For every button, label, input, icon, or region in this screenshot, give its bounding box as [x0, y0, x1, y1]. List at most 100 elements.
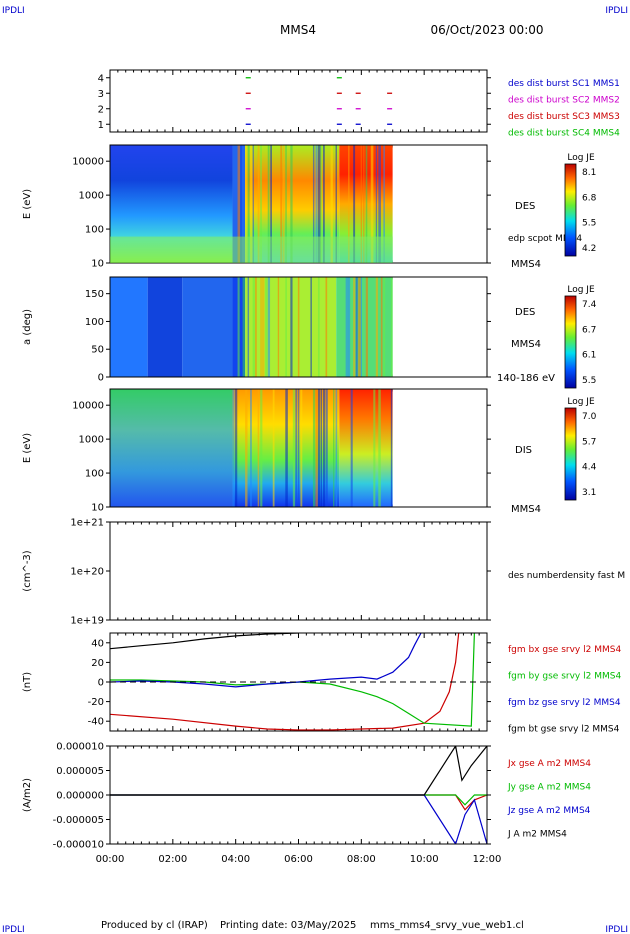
- series-line: [110, 794, 487, 811]
- spectrogram-stripe: [267, 145, 270, 263]
- y-tick-label: 40: [91, 638, 104, 649]
- y-tick-label: 100: [85, 469, 104, 480]
- panel-des-pitch-angle-spectrogram: 0 50 100 150 a (deg) DES MMS4 140-186 eV Log JE 7…: [22, 276, 597, 389]
- panel-border: [109, 69, 488, 133]
- spectrogram-stripe: [257, 145, 260, 263]
- spectrogram-stripe: [252, 145, 254, 263]
- colorbar-tick-label: 4.2: [582, 244, 596, 254]
- panel-current-density: -0.000010 -0.000005 0.000000 0.000005 0.0000…: [22, 742, 591, 851]
- spectrogram-stripe: [270, 145, 272, 263]
- spectrogram-stripe: [320, 145, 323, 263]
- y-tick-label: 2: [98, 104, 104, 115]
- spectrogram-stripe: [365, 145, 368, 263]
- spectrogram-stripe: [242, 277, 246, 377]
- spectrogram-stripe: [317, 389, 320, 507]
- spectrogram-stripe: [267, 277, 271, 377]
- legend-entry: des dist burst SC4 MMS4: [508, 129, 620, 139]
- spectrogram-no-data: [392, 389, 487, 507]
- spectrogram-stripe: [358, 277, 361, 377]
- panel-magnetic-field: -40 -20 0 20 40 (nT) fgm bx gse srvy l2 MMS4 fg…: [22, 632, 621, 735]
- footer-producer: Produced by cl (IRAP): [101, 920, 208, 931]
- spectrogram-stripe: [312, 389, 316, 507]
- spectrogram-stripe: [260, 389, 263, 507]
- y-axis-label: (A/m2): [22, 778, 33, 812]
- x-tick-label: 04:00: [221, 854, 250, 865]
- legend-entry: fgm bx gse srvy l2 MMS4: [508, 645, 621, 655]
- y-tick-label: 10: [91, 259, 104, 270]
- spectrogram-stripe: [235, 389, 238, 507]
- y-tick-label: -0.000005: [53, 815, 104, 826]
- spectrogram-stripe: [335, 389, 338, 507]
- y-tick-label: 10: [91, 503, 104, 514]
- y-axis-label: E (eV): [22, 189, 33, 219]
- y-tick-label: 100: [85, 317, 104, 328]
- legend-entry: fgm by gse srvy l2 MMS4: [508, 672, 621, 682]
- footer-printing-date: Printing date: 03/May/2025: [220, 920, 356, 931]
- spectrogram-stripe: [245, 145, 248, 263]
- colorbar: [564, 407, 577, 501]
- y-tick-label: 0: [98, 373, 104, 384]
- y-tick-label: 50: [91, 345, 104, 356]
- spectrogram-stripe: [317, 145, 321, 263]
- spacecraft-label: MMS4: [511, 259, 541, 270]
- y-tick-label: 0.000005: [56, 766, 104, 777]
- colorbar-title: Log JE: [567, 397, 595, 407]
- energy-label: 140-186 eV: [497, 373, 555, 384]
- spectrogram-stripe: [390, 389, 393, 507]
- spectrogram-stripe: [323, 389, 326, 507]
- instrument-label: DES: [515, 201, 535, 212]
- colorbar-tick-label: 7.0: [582, 412, 597, 422]
- corner-label-top-left: IPDLI: [2, 6, 25, 16]
- corner-label-bottom-left: IPDLI: [2, 925, 25, 934]
- spectrogram-segment: [110, 389, 233, 507]
- spectrogram-stripe: [353, 145, 356, 263]
- colorbar-tick-label: 5.5: [582, 376, 596, 386]
- spectrogram-segment: [110, 277, 148, 377]
- spectrogram-stripe: [272, 389, 275, 507]
- series-line: [110, 746, 487, 796]
- spectrogram-stripe: [285, 277, 287, 377]
- spectrogram-stripe: [390, 277, 393, 377]
- spectrogram-stripe: [363, 145, 365, 263]
- spectrogram-stripe: [240, 145, 243, 263]
- spectrogram-stripe: [330, 145, 333, 263]
- corner-label-bottom-right: IPDLI: [605, 925, 628, 934]
- spectrogram-stripe: [297, 277, 300, 377]
- instrument-label: DES: [515, 307, 535, 318]
- spectrogram-stripe: [255, 277, 257, 377]
- colorbar-tick-label: 7.4: [582, 300, 597, 310]
- colorbar-tick-label: 5.5: [582, 219, 596, 229]
- spectrogram-stripe: [353, 277, 356, 377]
- legend-entry: des numberdensity fast M: [508, 571, 625, 581]
- panel-border: [109, 521, 488, 621]
- spectrogram-stripe: [237, 277, 240, 377]
- legend-entry: des dist burst SC1 MMS1: [508, 79, 620, 89]
- spacecraft-title: MMS4: [280, 23, 316, 37]
- spectrogram-stripe: [375, 277, 378, 377]
- spectrogram-stripe: [282, 145, 285, 263]
- colorbar-title: Log JE: [567, 285, 595, 295]
- spectrogram-stripe: [333, 389, 335, 507]
- colorbar-tick-label: 8.1: [582, 168, 596, 178]
- panel-border: [109, 745, 488, 845]
- x-tick-label: 12:00: [473, 854, 502, 865]
- y-axis-label: (nT): [22, 672, 33, 692]
- y-axis-label: a (deg): [22, 309, 33, 345]
- panel-electron-density: 1e+19 1e+20 1e+21 (cm^-3) des numberdensity …: [22, 518, 625, 627]
- low-energy-band: [110, 236, 393, 263]
- spectrogram-stripe: [280, 145, 283, 263]
- y-tick-label: 1000: [79, 435, 104, 446]
- spectrogram-stripe: [360, 145, 362, 263]
- spectrogram-segment: [339, 389, 393, 507]
- spectrogram-stripe: [378, 145, 381, 263]
- spectrogram-stripe: [250, 389, 252, 507]
- spectrogram-stripe: [247, 277, 250, 377]
- spectrogram-stripe: [297, 389, 300, 507]
- spectrogram-stripe: [345, 277, 349, 377]
- panel-border: [109, 388, 488, 508]
- x-tick-label: 02:00: [158, 854, 187, 865]
- spectrogram-stripe: [323, 145, 325, 263]
- spectrogram-stripe: [285, 145, 287, 263]
- legend-entry: J A m2 MMS4: [507, 830, 567, 840]
